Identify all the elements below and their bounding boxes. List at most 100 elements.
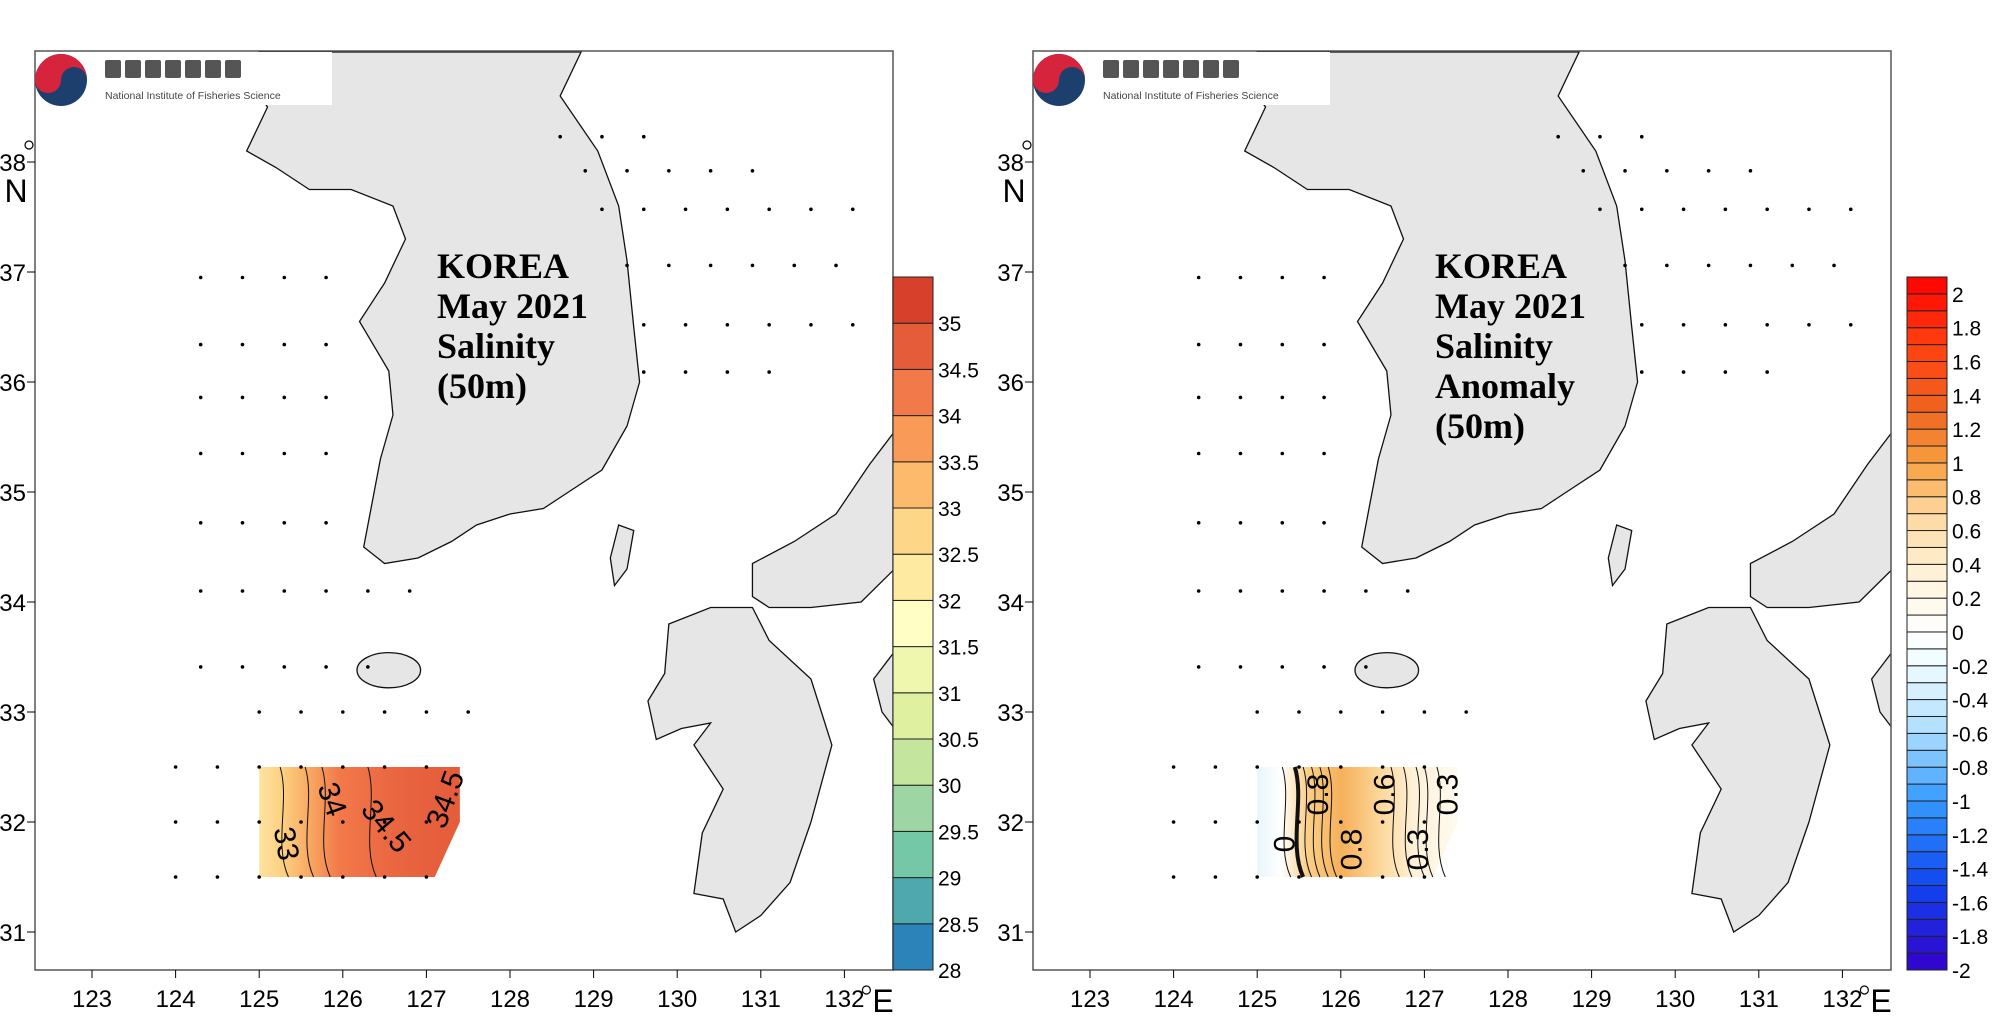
station-dot (1196, 665, 1201, 669)
station-dot (1280, 521, 1285, 525)
contour-line (1423, 766, 1434, 878)
station-dot (1322, 451, 1326, 456)
station-dot (1322, 342, 1326, 347)
contour-line (1415, 766, 1425, 878)
contour-field (259, 767, 460, 877)
logo-korean-glyph (1163, 60, 1179, 78)
station-dot (324, 665, 328, 669)
station-dot (809, 323, 813, 327)
contour-label: 0 (1268, 836, 1301, 853)
station-dot (466, 710, 471, 714)
station-dot (558, 134, 562, 139)
x-axis-label: E (1870, 983, 1891, 1019)
y-axis-label: N (1002, 173, 1025, 209)
shikoku-landmass (872, 652, 893, 728)
station-dot (708, 263, 713, 268)
station-dot (1639, 370, 1644, 374)
station-dot (1832, 263, 1836, 268)
station-dot (299, 875, 303, 879)
colorbar-band (1906, 310, 1948, 329)
colorbar-label: 1.4 (1952, 385, 1982, 408)
degree-symbol (861, 985, 872, 995)
station-dot (424, 875, 429, 879)
station-dot (382, 765, 387, 769)
colorbar-label: 0.2 (1952, 588, 1981, 611)
station-dot (1280, 275, 1285, 280)
station-dot (1238, 275, 1243, 280)
tsushima-island (609, 524, 635, 588)
colorbar-band (892, 784, 934, 832)
colorbar-label: 32 (938, 590, 961, 613)
colorbar-band (1906, 699, 1948, 717)
station-dot (240, 451, 245, 456)
station-dot (1681, 370, 1686, 374)
station-dot (299, 710, 303, 714)
contour-line (1327, 766, 1338, 878)
station-dot (1748, 169, 1753, 173)
station-dot (1322, 521, 1326, 525)
colorbar-label: -1.2 (1952, 825, 1988, 848)
station-dot (1598, 207, 1602, 212)
colorbar-band (1906, 546, 1948, 565)
logo-korean-glyph (1143, 60, 1159, 78)
station-dot (240, 589, 245, 593)
x-tick-label: 123 (1070, 986, 1110, 1013)
colorbar-band (1906, 428, 1948, 447)
y-tick-label: 31 (0, 920, 26, 947)
colorbar-band (1906, 783, 1948, 802)
station-dot (198, 395, 203, 400)
station-dot (198, 521, 203, 525)
station-dot (424, 710, 429, 714)
x-tick-label: 126 (1321, 986, 1361, 1013)
map-title-line: Anomaly (1435, 366, 1575, 406)
degree-symbol (24, 140, 34, 150)
station-dot (1380, 875, 1385, 879)
station-dot (1380, 710, 1385, 714)
station-dot (1196, 451, 1201, 456)
colorbar-label: 1.2 (1952, 419, 1981, 442)
colorbar-label: 0 (1952, 622, 1964, 645)
station-dot (750, 169, 755, 173)
station-dot (324, 589, 328, 593)
station-dot (1339, 710, 1343, 714)
station-dot (767, 323, 771, 327)
colorbar-band (1906, 766, 1948, 785)
colorbar-band (892, 646, 934, 694)
station-dot (1297, 875, 1301, 879)
station-dot (424, 820, 429, 824)
colorbar-band (1906, 513, 1948, 532)
station-dot (1706, 169, 1711, 173)
station-dot (257, 820, 262, 824)
station-dot (1339, 820, 1343, 824)
map-title-line: KOREA (437, 246, 569, 286)
station-dot (282, 395, 287, 400)
y-tick-label: 38 (0, 150, 26, 177)
station-dot (1322, 275, 1326, 280)
station-dot (1639, 207, 1644, 212)
colorbar-label: 0.6 (1952, 521, 1981, 544)
station-dot (1238, 395, 1243, 400)
station-dot (1665, 169, 1669, 173)
colorbar-label: 1.6 (1952, 352, 1981, 375)
station-dot (708, 169, 713, 173)
station-dot (1598, 134, 1602, 139)
contour-label: 0.3 (1402, 829, 1435, 871)
station-dot (1807, 323, 1811, 327)
x-tick-label: 128 (1488, 986, 1528, 1013)
station-dot (1364, 665, 1368, 669)
colorbar-label: 1 (1952, 453, 1964, 476)
y-tick-label: 37 (0, 260, 26, 287)
colorbar-label: 30.5 (938, 729, 979, 752)
y-tick-label: 34 (0, 590, 26, 617)
kyushu-landmass (647, 606, 833, 933)
logo-english-name: National Institute of Fisheries Science (105, 90, 281, 102)
honshu-landmass (751, 432, 893, 609)
station-dot (1171, 765, 1176, 769)
y-tick-label: 33 (997, 700, 1024, 727)
station-dot (1681, 323, 1686, 327)
station-dot (173, 875, 178, 879)
logo-korean-glyph (1123, 60, 1139, 78)
colorbar-band (892, 276, 934, 324)
colorbar-band (1906, 648, 1948, 667)
